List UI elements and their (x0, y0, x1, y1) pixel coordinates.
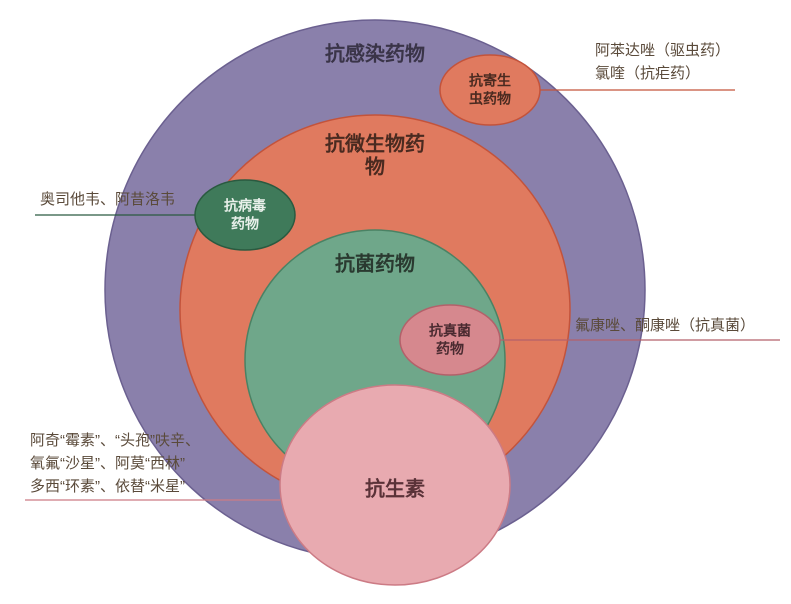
antiviral-label-1: 抗病毒 (224, 198, 266, 214)
antiviral-callout-1: 奥司他韦、阿昔洛韦 (40, 191, 175, 208)
antifungal-label-2: 药物 (436, 341, 464, 357)
antibiotic-callout-1: 阿奇“霉素”、“头孢”呋辛、 (30, 432, 200, 449)
parasite-callout-1: 阿苯达唑（驱虫药） (595, 42, 730, 59)
inner-label: 抗菌药物 (335, 251, 415, 275)
parasite-callout-2: 氯喹（抗疟药） (595, 65, 700, 82)
antibiotic-callout-3: 多西“环素”、依替“米星” (30, 478, 185, 495)
parasite-label-2: 虫药物 (469, 91, 511, 107)
parasite-label-1: 抗寄生 (469, 73, 511, 89)
antibiotic-callout-2: 氧氟“沙星”、阿莫“西林” (30, 455, 185, 472)
middle-label-1: 抗微生物药 (325, 131, 425, 155)
antifungal-callout-1: 氟康唑、酮康唑（抗真菌） (575, 316, 755, 334)
antibiotic-label: 抗生素 (365, 476, 425, 500)
outer-label: 抗感染药物 (325, 41, 425, 65)
drug-classification-diagram: 抗感染药物 抗微生物药 物 抗菌药物 抗生素 抗寄生 虫药物 抗病毒 药物 抗真… (0, 0, 791, 604)
antifungal-label-1: 抗真菌 (429, 323, 471, 339)
middle-label-2: 物 (365, 154, 385, 178)
antiviral-label-2: 药物 (231, 216, 259, 232)
